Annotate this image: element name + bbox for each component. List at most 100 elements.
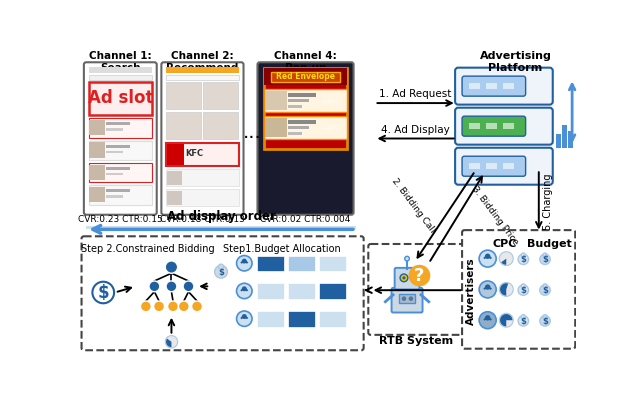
Text: Channel 2:
Recommend: Channel 2: Recommend (166, 52, 239, 73)
Bar (265, 91, 287, 110)
Bar (166, 169, 239, 186)
Bar (399, 294, 415, 303)
Bar (90, 187, 105, 202)
Circle shape (521, 284, 525, 288)
Circle shape (237, 311, 252, 326)
Bar (88, 141, 152, 160)
Wedge shape (501, 258, 506, 265)
Circle shape (518, 285, 529, 295)
FancyBboxPatch shape (84, 62, 157, 215)
Circle shape (402, 296, 406, 301)
Circle shape (499, 283, 513, 296)
Bar (289, 131, 303, 135)
Bar (289, 93, 316, 97)
Circle shape (92, 282, 114, 303)
Text: Step 2.Constrained Bidding: Step 2.Constrained Bidding (81, 244, 215, 254)
Bar (90, 120, 105, 135)
FancyBboxPatch shape (81, 236, 364, 350)
Text: Ad display order: Ad display order (166, 210, 275, 223)
Bar (106, 122, 129, 125)
Bar (204, 112, 238, 139)
Bar (86, 225, 356, 229)
FancyBboxPatch shape (462, 230, 575, 349)
Bar (289, 99, 308, 102)
Text: 3. Bidding Price: 3. Bidding Price (470, 185, 520, 247)
Circle shape (518, 254, 529, 264)
Bar (90, 143, 105, 158)
Text: Channel 1:
Search: Channel 1: Search (89, 52, 152, 73)
Circle shape (400, 274, 408, 282)
Bar (288, 256, 316, 272)
Bar (562, 125, 566, 148)
Bar (486, 123, 497, 129)
Text: +10%: +10% (322, 126, 340, 131)
Bar (106, 189, 129, 193)
Bar (166, 82, 201, 109)
FancyBboxPatch shape (455, 67, 553, 105)
Circle shape (521, 253, 525, 257)
Circle shape (403, 276, 406, 279)
FancyBboxPatch shape (317, 121, 345, 136)
Text: 2. Bidding Call: 2. Bidding Call (390, 177, 436, 234)
Circle shape (237, 283, 252, 299)
Bar (469, 123, 480, 129)
FancyBboxPatch shape (462, 116, 525, 136)
Bar (257, 283, 285, 300)
Text: Ad slot: Ad slot (88, 89, 153, 108)
Text: RTB System: RTB System (380, 335, 453, 346)
Text: 4. Ad Display: 4. Ad Display (381, 125, 450, 135)
Bar (204, 82, 238, 109)
Circle shape (499, 252, 513, 266)
Bar (503, 83, 514, 89)
Text: ...: ... (243, 123, 261, 142)
Circle shape (485, 284, 490, 290)
Text: 5. Charging: 5. Charging (543, 173, 553, 230)
Bar (88, 185, 152, 205)
Text: +10%: +10% (322, 99, 340, 104)
FancyBboxPatch shape (462, 156, 525, 176)
Bar (166, 67, 239, 73)
Bar (319, 256, 347, 272)
Bar (556, 134, 561, 148)
Text: CVR:0.23 CTR:0.15: CVR:0.23 CTR:0.15 (78, 216, 163, 224)
Text: Advertising
Platform: Advertising Platform (479, 52, 552, 73)
Circle shape (485, 254, 490, 259)
Text: $: $ (542, 286, 548, 295)
Circle shape (242, 258, 247, 264)
Text: $: $ (542, 317, 548, 326)
Circle shape (165, 261, 178, 273)
Bar (288, 311, 316, 328)
Bar (166, 112, 201, 139)
Circle shape (191, 301, 202, 312)
Circle shape (242, 314, 247, 319)
Circle shape (485, 315, 490, 320)
Circle shape (149, 281, 160, 292)
Bar (265, 118, 287, 137)
Bar (106, 195, 124, 198)
Bar (88, 75, 152, 80)
Bar (88, 163, 152, 182)
Bar (319, 283, 347, 300)
Bar (106, 173, 124, 175)
Wedge shape (166, 339, 172, 347)
Bar (469, 163, 480, 169)
Bar (106, 167, 129, 170)
Bar (486, 83, 497, 89)
FancyBboxPatch shape (368, 244, 465, 335)
Circle shape (237, 256, 252, 271)
Text: CVR:0.02 CTR:0.004: CVR:0.02 CTR:0.004 (260, 216, 351, 224)
Bar (319, 311, 347, 328)
Text: Step1.Budget Allocation: Step1.Budget Allocation (223, 244, 340, 254)
Bar (88, 67, 152, 73)
Bar (257, 311, 285, 328)
Text: Advertisers: Advertisers (467, 257, 476, 325)
Circle shape (165, 335, 178, 348)
Circle shape (540, 316, 550, 326)
Circle shape (408, 265, 430, 286)
Bar (503, 163, 514, 169)
Text: $: $ (520, 286, 526, 295)
Circle shape (543, 253, 547, 257)
Wedge shape (500, 314, 513, 326)
FancyBboxPatch shape (392, 288, 422, 312)
Text: ?: ? (414, 266, 424, 285)
